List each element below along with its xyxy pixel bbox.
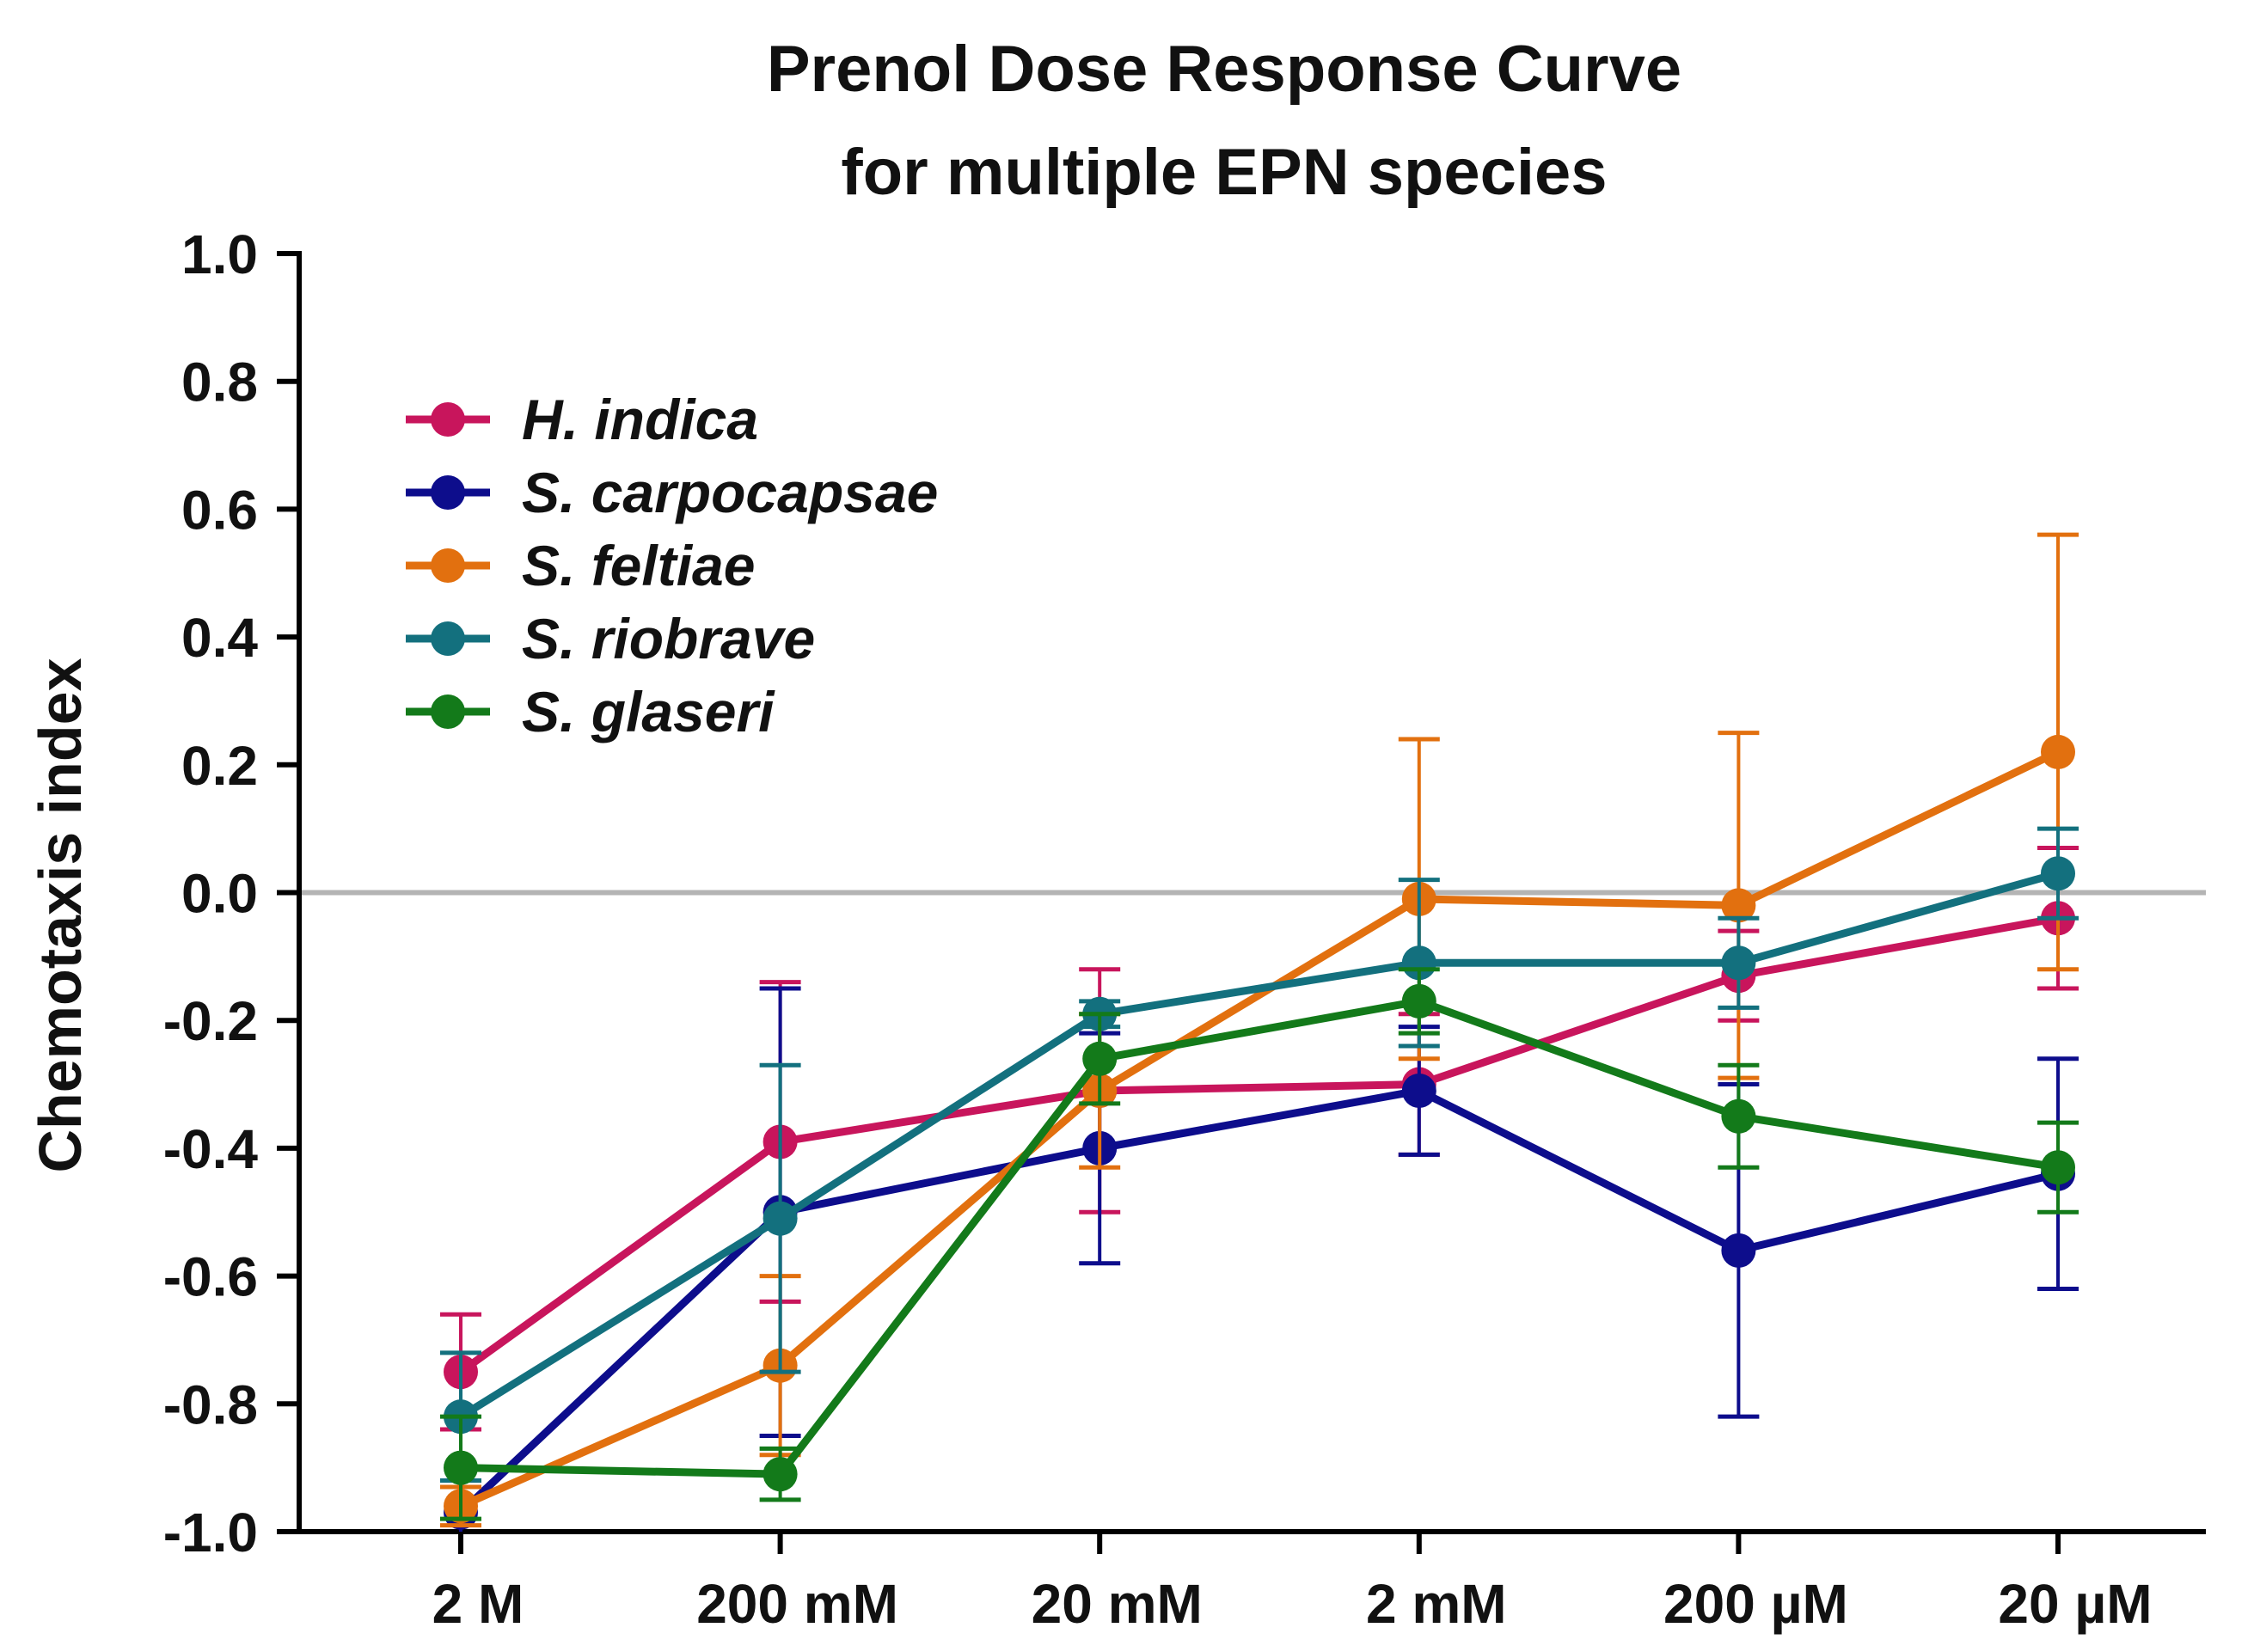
series-line: [460, 997, 2059, 1478]
y-tick-label: 0.4: [181, 607, 258, 669]
legend-item-4: S. glaseri: [406, 680, 775, 743]
legend-label: S. glaseri: [522, 680, 775, 743]
legend-label: S. riobrave: [522, 607, 815, 670]
legend-marker: [431, 621, 465, 656]
series-layer: [440, 532, 2079, 1532]
legend-marker: [431, 402, 465, 437]
legend-item-3: S. riobrave: [406, 607, 815, 670]
chart-title: Prenol Dose Response Curve: [767, 33, 1681, 106]
y-tick-label: -0.6: [163, 1246, 258, 1308]
series-1: [440, 986, 2079, 1532]
data-point: [1401, 1073, 1436, 1108]
data-point: [2041, 1150, 2075, 1185]
legend-item-1: S. carpocapsae: [406, 461, 938, 524]
x-tick-label: 2 M: [432, 1573, 524, 1635]
series-line: [459, 748, 2060, 1510]
series-line: [457, 1086, 2060, 1515]
series-line: [458, 914, 2059, 1375]
y-tick-label: -0.4: [163, 1118, 259, 1180]
axes-layer: 1.0 0.8 0.6 0.4 0.2 0.0 -0.2 -0.4 -0.6 -0.8 -1.0 2 …: [163, 223, 2206, 1635]
data-point: [2041, 734, 2075, 769]
data-point: [1721, 1098, 1756, 1134]
legend: H. indica S. carpocapsae S. feltiae S. riob…: [406, 388, 938, 743]
series-3: [440, 826, 2079, 1484]
series-4: [440, 967, 2079, 1521]
x-tick-label: 20 µM: [1998, 1573, 2152, 1635]
legend-item-0: H. indica: [406, 388, 758, 451]
series-line: [458, 869, 2060, 1420]
y-axis-label: Chemotaxis index: [27, 658, 94, 1172]
data-point: [1721, 1233, 1756, 1268]
y-tick-label: -0.2: [163, 990, 258, 1052]
data-point: [1721, 888, 1756, 923]
x-tick-label: 2 mM: [1366, 1573, 1507, 1635]
data-point: [1082, 1041, 1118, 1076]
y-tick-label: -1.0: [163, 1502, 258, 1563]
y-tick-label: 1.0: [181, 223, 258, 285]
legend-label: S. carpocapsae: [522, 461, 938, 524]
data-point: [444, 1450, 478, 1485]
y-tick-label: -0.8: [163, 1374, 258, 1435]
y-tick-label: 0.2: [181, 735, 258, 797]
y-tick-label: 0.6: [181, 479, 258, 541]
data-point: [763, 1201, 798, 1236]
data-point: [763, 1457, 798, 1492]
x-tick-label: 200 mM: [696, 1573, 898, 1635]
data-point: [1401, 945, 1436, 981]
chart-subtitle: for multiple EPN species: [841, 136, 1607, 209]
y-tick-label: 0.0: [181, 863, 258, 925]
data-point: [2041, 856, 2075, 891]
y-tick-label: 0.8: [181, 352, 258, 413]
x-tick-label: 20 mM: [1032, 1573, 1203, 1635]
data-point: [1401, 983, 1436, 1019]
legend-label: S. feltiae: [522, 534, 755, 597]
legend-marker: [431, 694, 465, 729]
data-point: [1721, 945, 1756, 981]
legend-item-2: S. feltiae: [406, 534, 755, 597]
legend-marker: [431, 475, 465, 510]
legend-marker: [431, 548, 465, 583]
x-tick-label: 200 µM: [1663, 1573, 1848, 1635]
legend-label: H. indica: [522, 388, 758, 451]
